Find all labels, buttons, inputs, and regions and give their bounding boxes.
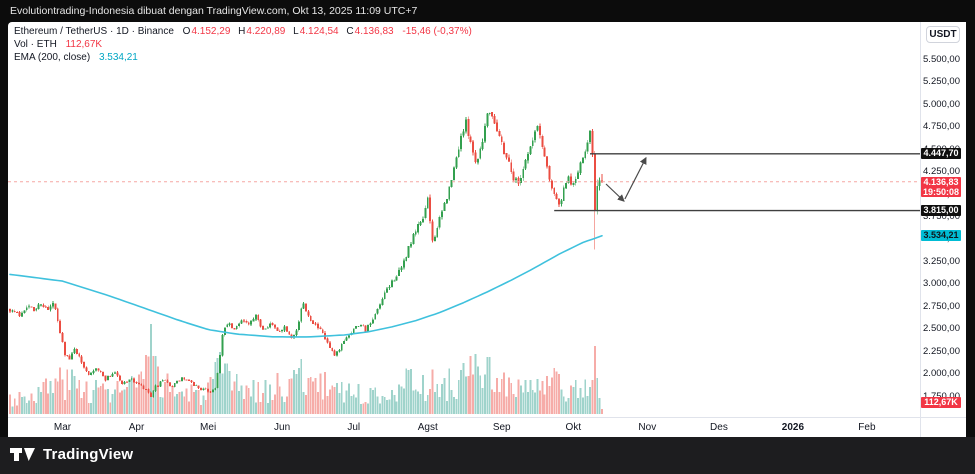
candlestick-series <box>9 111 603 398</box>
volume-indicator-label: Vol · ETH <box>14 39 57 50</box>
price-tick-label: 2.500,00 <box>923 323 960 335</box>
ohlc-low-label: L <box>293 26 299 37</box>
price-tick-label: 2.000,00 <box>923 368 960 380</box>
price-tick-label: 5.000,00 <box>923 98 960 110</box>
change-value: -15,46 (-0,37%) <box>402 26 472 37</box>
price-tick-label: 1.750,00 <box>921 391 966 402</box>
time-axis-label: Des <box>710 422 728 433</box>
time-axis-label: 2026 <box>781 422 805 433</box>
price-tick-label: 5.250,00 <box>923 76 960 88</box>
tradingview-logo[interactable]: TradingView <box>10 445 133 463</box>
price-tick-label: 3.250,00 <box>923 255 960 267</box>
time-axis-label: Nov <box>638 422 657 433</box>
ema-value-label: 3.534,21 <box>921 230 961 242</box>
price-tick-label: 5.500,00 <box>923 53 960 65</box>
price-tick-label: 4.250,00 <box>923 166 960 178</box>
ema-200-line[interactable] <box>9 235 603 338</box>
price-axis[interactable]: USDT 5.500,005.250,005.000,004.750,004.5… <box>920 22 966 417</box>
time-axis-label: Jul <box>347 422 361 433</box>
branding-bar: TradingView <box>0 437 975 474</box>
volume-indicator-value: 112,67K <box>65 39 103 50</box>
ohlc-low-value: 4.124,54 <box>299 26 339 37</box>
attribution-bar: Evolutiontrading-Indonesia dibuat dengan… <box>0 0 975 22</box>
level-price-label-lower: 3.815,00 <box>921 205 961 217</box>
ohlc-open-value: 4.152,29 <box>191 26 231 37</box>
ema-indicator-label: EMA (200, close) <box>14 52 91 63</box>
chart-legend: Ethereum / TetherUS · 1D · Binance O4.15… <box>14 25 472 64</box>
volume-indicator-row[interactable]: Vol · ETH 112,67K <box>14 38 472 51</box>
time-axis-label: Agst <box>417 422 438 433</box>
price-tick-label: 3.750,00 <box>923 210 960 222</box>
ema-indicator-value: 3.534,21 <box>98 52 138 63</box>
drawn-arrow-up[interactable] <box>624 156 647 200</box>
time-axis-label: Mei <box>200 422 217 433</box>
tradingview-logo-text: TradingView <box>43 445 134 463</box>
level-price-label-upper: 4.447,70 <box>921 148 961 160</box>
time-axis-label: Mar <box>53 422 72 433</box>
chart-panel: Ethereum / TetherUS · 1D · Binance O4.15… <box>8 22 966 437</box>
ohlc-close-label: C <box>346 26 354 37</box>
drawn-arrow-down[interactable] <box>605 183 625 202</box>
time-axis-label: Feb <box>858 422 876 433</box>
currency-toggle-button[interactable]: USDT <box>926 26 960 43</box>
attribution-text: Evolutiontrading-Indonesia dibuat dengan… <box>10 5 418 17</box>
symbol-row[interactable]: Ethereum / TetherUS · 1D · Binance O4.15… <box>14 25 472 38</box>
price-chart[interactable] <box>8 22 966 437</box>
last-price-label: 4.136,83 19:50:08 <box>921 176 961 197</box>
price-tick-label: 4.750,00 <box>923 121 960 133</box>
time-axis-label: Jun <box>274 422 291 433</box>
ohlc-close-value: 4.136,83 <box>354 26 394 37</box>
volume-value-label: 112,67K <box>921 397 961 408</box>
price-tick-label: 2.250,00 <box>923 345 960 357</box>
ohlc-high-label: H <box>238 26 246 37</box>
ohlc-open-label: O <box>182 26 191 37</box>
time-axis[interactable]: Mar Apr Mei Jun Jul Agst Sep Okt Nov Des 2026 Feb <box>8 417 920 437</box>
axis-corner <box>920 417 966 437</box>
ema-indicator-row[interactable]: EMA (200, close) 3.534,21 <box>14 51 472 64</box>
price-tick-label: 2.750,00 <box>923 300 960 312</box>
time-axis-label: Sep <box>492 422 511 433</box>
time-axis-label: Apr <box>128 422 145 433</box>
ohlc-high-value: 4.220,89 <box>246 26 286 37</box>
price-tick-label: 3.000,00 <box>923 278 960 290</box>
tradingview-logo-icon <box>10 448 35 461</box>
symbol-title: Ethereum / TetherUS · 1D · Binance <box>14 26 174 37</box>
time-axis-label: Okt <box>565 422 582 433</box>
